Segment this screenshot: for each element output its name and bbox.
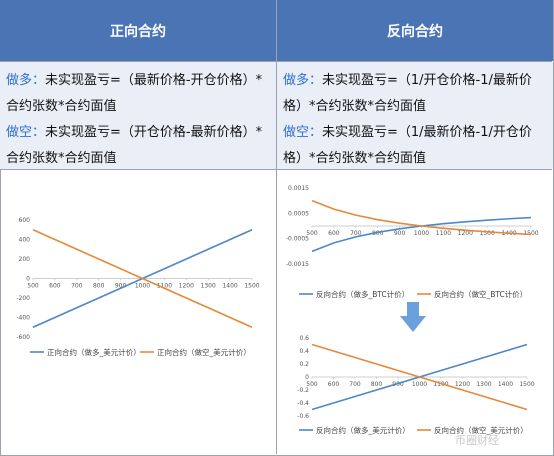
inverse-usd-chart: -0.6 -0.4 -0.2 0 0.2 0.4 0.6 500 600 700 800 900 100…: [297, 335, 535, 435]
x-tick-label: 1200: [179, 283, 194, 290]
series-line-short: [311, 199, 532, 236]
y-tick-label: 200: [19, 256, 31, 263]
y-tick-label: -0.4: [297, 400, 309, 407]
legend-label: 反向合约（做空_美元计价）: [434, 425, 528, 435]
x-tick-label: 900: [392, 381, 404, 388]
legend-label: 反向合约（做空_BTC计价）: [434, 289, 527, 299]
y-tick-label: -200: [16, 295, 30, 302]
y-tick-label: 0: [26, 276, 30, 283]
x-tick-label: 1000: [412, 381, 427, 388]
y-tick-label: 0.4: [299, 348, 309, 355]
x-tick-label: 1200: [458, 230, 473, 237]
legend-label: 正向合约（做多_美元计价）: [47, 347, 141, 357]
x-tick-label: 700: [349, 381, 361, 388]
x-tick-label: 1300: [476, 381, 491, 388]
x-tick-label: 1300: [201, 283, 216, 290]
y-tick-label: 400: [19, 237, 31, 244]
watermark: 币圈财经: [455, 434, 499, 447]
x-tick-label: 1100: [436, 230, 451, 237]
x-tick-label: 500: [27, 283, 39, 290]
x-tick-label: 1400: [498, 381, 513, 388]
arrow-down-icon: [400, 302, 426, 332]
series-line-short: [311, 343, 528, 411]
formula-line: 合约张数*合约面值: [6, 99, 117, 114]
x-tick-label: 900: [394, 230, 406, 237]
x-tick-label: 1100: [157, 283, 172, 290]
header-inverse-contract: 反向合约: [277, 0, 553, 61]
header-label: 正向合约: [110, 23, 166, 40]
x-tick-label: 1300: [480, 230, 495, 237]
y-tick-label: -0.0015: [286, 261, 309, 268]
y-tick-label: -600: [16, 334, 30, 341]
row-divider: [0, 61, 552, 62]
forward-formula: 做多：未实现盈亏=（最新价格-开仓价格）* 合约张数*合约面值 做空：未实现盈亏…: [0, 62, 276, 169]
x-tick-label: 500: [306, 230, 318, 237]
x-tick-label: 700: [71, 283, 83, 290]
header-label: 反向合约: [387, 23, 443, 40]
x-tick-label: 600: [49, 283, 61, 290]
formula-line: 格）*合约张数*合约面值: [283, 151, 427, 166]
x-tick-label: 800: [93, 283, 105, 290]
formula-line: 合约张数*合约面值: [6, 151, 117, 166]
y-tick-label: -0.0005: [286, 236, 309, 243]
x-tick-label: 600: [328, 381, 340, 388]
x-tick-label: 1400: [222, 283, 237, 290]
y-tick-label: -400: [16, 315, 30, 322]
series-line-short: [32, 229, 253, 328]
x-tick-label: 800: [372, 230, 384, 237]
x-tick-label: 700: [350, 230, 362, 237]
x-tick-label: 1000: [414, 230, 429, 237]
y-tick-label: -0.2: [297, 387, 309, 394]
x-tick-label: 1500: [244, 283, 259, 290]
x-tick-label: 800: [371, 381, 383, 388]
legend-label: 反向合约（做多_BTC计价）: [316, 289, 409, 299]
y-tick-label: 0.2: [299, 361, 309, 368]
y-tick-label: -0.6: [297, 413, 309, 420]
x-tick-label: 1500: [519, 381, 534, 388]
row-divider: [0, 169, 552, 170]
y-tick-label: 600: [19, 217, 31, 224]
x-tick-label: 600: [328, 230, 340, 237]
formula-line: 做空：未实现盈亏=（开仓价格-最新价格）*: [6, 125, 263, 140]
inverse-btc-chart: -0.0015 -0.0005 0.0005 0.0015 500 600 700 800 90…: [286, 185, 539, 299]
y-tick-label: 0.0005: [288, 210, 309, 217]
formula-line: 做多：未实现盈亏=（1/开仓价格-1/最新价: [283, 73, 532, 88]
legend-label: 正向合约（做空_美元计价）: [157, 347, 251, 357]
y-tick-label: 0: [305, 374, 309, 381]
x-tick-label: 1100: [433, 381, 448, 388]
x-tick-label: 1200: [455, 381, 470, 388]
forward-usd-chart: -600 -400 -200 0 200 400 600 500 600 700 800 900 100…: [16, 217, 259, 357]
formula-line: 做多：未实现盈亏=（最新价格-开仓价格）*: [6, 73, 263, 88]
x-tick-label: 900: [115, 283, 127, 290]
x-tick-label: 500: [306, 381, 318, 388]
x-tick-label: 1000: [135, 283, 150, 290]
inverse-formula: 做多：未实现盈亏=（1/开仓价格-1/最新价 格）*合约张数*合约面值 做空：未…: [277, 62, 553, 169]
column-divider: [276, 0, 277, 454]
y-tick-label: 0.6: [299, 335, 309, 342]
y-tick-label: 0.0015: [288, 185, 309, 192]
header-forward-contract: 正向合约: [0, 0, 276, 61]
x-tick-label: 1500: [523, 230, 538, 237]
legend-label: 反向合约（做多_美元计价）: [316, 425, 410, 435]
formula-line: 格）*合约张数*合约面值: [283, 99, 427, 114]
formula-line: 做空：未实现盈亏=（1/最新价格-1/开仓价: [283, 125, 532, 140]
